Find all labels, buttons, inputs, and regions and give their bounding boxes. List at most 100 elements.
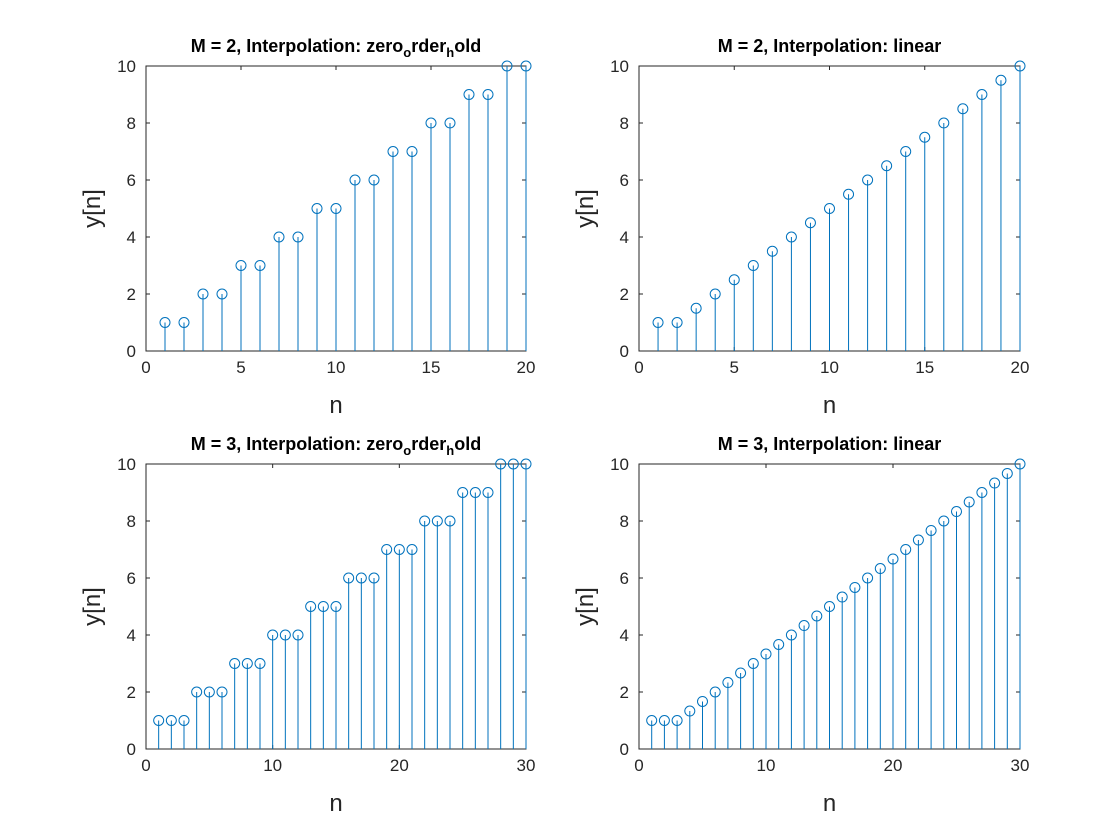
x-axis-label: n	[329, 790, 342, 817]
y-tick-label: 4	[620, 626, 629, 645]
stem-marker	[925, 524, 937, 536]
stem-marker	[900, 146, 912, 157]
stem-marker	[330, 203, 342, 214]
stem-marker	[862, 174, 874, 186]
y-axis-label: y[n]	[572, 587, 599, 626]
stem-marker	[989, 477, 1001, 489]
stem-marker	[444, 117, 456, 129]
y-tick-label: 10	[117, 455, 136, 474]
stem-marker	[165, 715, 177, 726]
y-tick-label: 10	[610, 57, 629, 76]
x-tick-label: 20	[390, 756, 409, 775]
stem-marker	[317, 601, 329, 612]
title-part-prefix: M = 2, Interpolation: linear	[718, 36, 942, 56]
stem-marker	[798, 620, 810, 632]
stem-marker	[482, 487, 494, 498]
stem-marker	[804, 217, 816, 229]
y-tick-label: 2	[620, 683, 629, 702]
x-tick-label: 30	[1011, 756, 1030, 775]
x-tick-label: 20	[517, 358, 536, 377]
stem-marker	[785, 629, 797, 641]
stem-marker	[760, 648, 772, 660]
y-tick-label: 4	[127, 626, 136, 645]
stem-marker	[520, 458, 532, 470]
stem-marker	[216, 686, 228, 698]
stem-marker	[671, 715, 683, 726]
y-axis-label: y[n]	[79, 189, 106, 228]
stem-marker	[393, 544, 405, 555]
stem-marker	[824, 601, 835, 612]
title-part-suffix: old	[454, 36, 481, 56]
stem-marker	[419, 515, 431, 527]
stem-marker	[874, 563, 886, 575]
subplot-1: 0 5 10 15 20 0 2 4 6 8 10 M = 2, Interpolation: zer…	[79, 36, 535, 419]
x-axis-label: n	[329, 392, 342, 419]
title-part-mid: rder	[411, 434, 446, 454]
stem-marker	[216, 288, 228, 300]
y-tick-label: 0	[127, 740, 136, 759]
stem-marker	[976, 487, 988, 498]
stem-marker	[773, 638, 785, 650]
stem-marker	[463, 89, 475, 100]
chart-title: M = 2, Interpolation: zeroorderhold	[191, 36, 481, 60]
x-tick-label: 0	[141, 358, 150, 377]
stem-marker	[368, 572, 380, 584]
stem-marker	[938, 515, 950, 527]
x-tick-label: 0	[141, 756, 150, 775]
stem-marker	[900, 544, 912, 555]
stem-marker	[747, 658, 759, 669]
stem-marker	[938, 117, 950, 129]
stem-marker	[406, 146, 418, 157]
stem-marker	[368, 174, 380, 186]
stem-marker	[709, 288, 721, 300]
stem-marker	[406, 544, 418, 555]
stem-marker	[690, 302, 702, 314]
stem-marker	[811, 610, 823, 622]
stem-marker	[349, 174, 361, 186]
stem-marker	[881, 160, 893, 172]
title-part-prefix: M = 2, Interpolation: zero	[191, 36, 404, 56]
stem-marker	[330, 601, 342, 612]
stem-marker	[425, 117, 437, 129]
stem-marker	[495, 458, 507, 470]
stem-marker	[652, 317, 664, 328]
stem-marker	[343, 572, 355, 584]
y-tick-label: 2	[127, 683, 136, 702]
stem-marker	[292, 231, 304, 243]
y-tick-label: 2	[620, 285, 629, 304]
x-tick-label: 20	[884, 756, 903, 775]
title-part-sub1: o	[403, 45, 411, 60]
stem-marker	[709, 686, 721, 698]
stem-marker	[507, 458, 519, 470]
stem-marker	[444, 515, 456, 527]
title-part-suffix: old	[454, 434, 481, 454]
stem-marker	[273, 231, 285, 243]
stem-marker	[520, 60, 532, 72]
stem-marker	[355, 572, 367, 584]
stem-marker	[697, 695, 708, 707]
y-tick-label: 0	[127, 342, 136, 361]
stem-marker	[995, 74, 1007, 86]
stem-marker	[311, 203, 323, 214]
stem-marker	[381, 544, 393, 555]
y-tick-label: 8	[127, 512, 136, 531]
stem-marker	[957, 103, 969, 115]
stem-marker	[785, 231, 797, 243]
title-part-mid: rder	[411, 36, 446, 56]
stem-marker	[912, 534, 924, 546]
subplot-4: 0 10 20 30 0 2 4 6 8 10 M = 3, Interpolation: line…	[572, 434, 1029, 817]
stem-marker	[482, 89, 494, 100]
stem-marker	[646, 715, 658, 726]
stem-marker	[153, 715, 165, 726]
y-tick-label: 6	[127, 569, 136, 588]
y-tick-label: 8	[127, 114, 136, 133]
x-tick-label: 0	[634, 756, 643, 775]
stem-marker	[241, 658, 253, 669]
stem-marker	[1014, 60, 1026, 72]
x-tick-label: 15	[422, 358, 441, 377]
x-axis-label: n	[823, 790, 836, 817]
stem-marker	[824, 203, 835, 214]
title-part-sub2: h	[446, 443, 454, 458]
stem-marker	[658, 715, 670, 726]
